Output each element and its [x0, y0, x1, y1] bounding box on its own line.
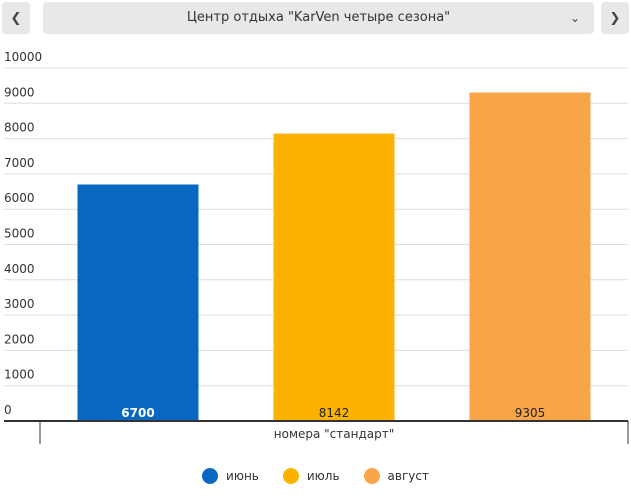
- chevron-down-icon: ⌄: [569, 11, 580, 25]
- y-tick-label: 9000: [4, 85, 35, 99]
- legend-item[interactable]: июнь: [202, 468, 259, 484]
- legend-swatch: [202, 468, 219, 484]
- legend-item[interactable]: июль: [282, 468, 340, 484]
- legend-label: июнь: [226, 469, 259, 483]
- legend-label: июль: [306, 469, 340, 483]
- legend: июнь июль август: [0, 468, 631, 484]
- bar-value-label: 9305: [515, 406, 546, 420]
- bar-value-label: 6700: [121, 406, 154, 420]
- bar: [273, 133, 395, 421]
- bar-chart: 0 1000 2000 3000 4000 5000 6000 7000 8000 9000 100…: [4, 50, 629, 444]
- y-tick-label: 10000: [4, 50, 42, 64]
- y-tick-label: 2000: [4, 332, 35, 346]
- y-tick-label: 3000: [4, 297, 35, 311]
- y-tick-label: 4000: [4, 262, 35, 276]
- prev-button[interactable]: ❮: [2, 2, 30, 34]
- bar: [469, 92, 591, 421]
- legend-swatch: [363, 468, 380, 484]
- x-category-label: номера "стандарт": [274, 427, 395, 441]
- bar: [77, 184, 199, 421]
- y-tick-label: 8000: [4, 121, 35, 135]
- y-tick-label: 0: [4, 403, 12, 417]
- chevron-left-icon: ❮: [10, 10, 22, 26]
- legend-label: август: [387, 469, 429, 483]
- legend-swatch: [282, 468, 299, 484]
- chevron-right-icon: ❯: [609, 10, 621, 26]
- center-selector[interactable]: Центр отдыха "KarVen четыре сезона" ⌄: [43, 2, 594, 34]
- y-tick-label: 7000: [4, 156, 35, 170]
- y-tick-label: 1000: [4, 368, 35, 382]
- bar-value-label: 8142: [319, 406, 350, 420]
- next-button[interactable]: ❯: [601, 2, 629, 34]
- legend-item[interactable]: август: [363, 468, 429, 484]
- y-tick-label: 6000: [4, 191, 35, 205]
- selector-label: Центр отдыха "KarVen четыре сезона": [186, 10, 451, 25]
- y-tick-label: 5000: [4, 227, 35, 241]
